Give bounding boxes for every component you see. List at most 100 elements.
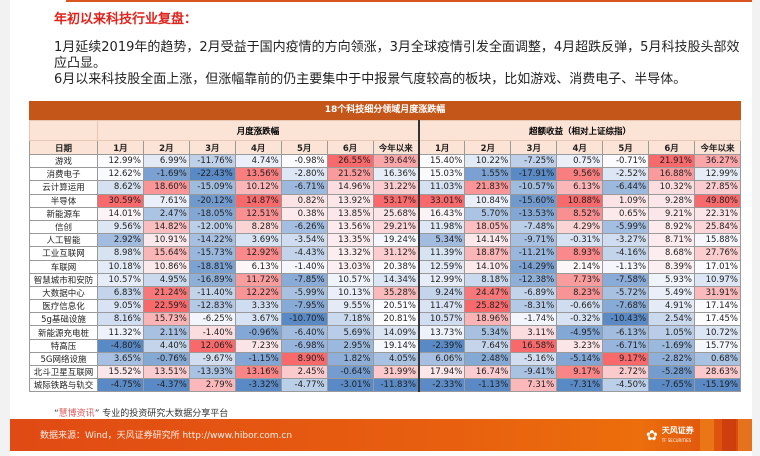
value-cell: 6.13%	[556, 180, 604, 195]
sector-name: 智慧城市和安防	[29, 272, 98, 287]
value-cell: 10.97%	[693, 272, 742, 287]
value-cell: -12.00%	[188, 219, 236, 235]
value-cell: 12.99%	[693, 167, 742, 182]
value-cell: 28.63%	[693, 364, 742, 380]
value-cell: -4.95%	[556, 325, 604, 340]
value-cell: -4.50%	[602, 378, 650, 393]
value-cell: 16.58%	[510, 338, 558, 353]
value-cell: -11.40%	[188, 285, 236, 301]
column-header: 2月	[464, 140, 512, 155]
column-header: 2月	[142, 140, 190, 155]
value-cell: 25.84%	[693, 219, 742, 235]
table-row: 大数据中心 6.83% 21.24% -11.40% 12.22% -5.99% 10.13…	[29, 285, 742, 301]
value-cell: 6.83%	[97, 285, 144, 301]
value-cell: 7.64%	[464, 338, 512, 353]
sector-name: 特高压	[29, 338, 98, 353]
slide: 年初以来科技行业复盘： 1月延续2019年的趋势，2月受益于国内疫情的方向领涨，…	[10, 0, 752, 456]
value-cell: -9.41%	[510, 364, 558, 380]
value-cell: 12.62%	[97, 167, 144, 182]
value-cell: -5.14%	[556, 351, 604, 367]
value-cell: -4.16%	[602, 246, 650, 261]
sector-name: 城际铁路与轨交	[29, 378, 98, 393]
column-header-date: 日期	[29, 140, 98, 155]
value-cell: 3.67%	[234, 312, 282, 327]
value-cell: -11.83%	[372, 378, 420, 393]
value-cell: 53.17%	[372, 193, 420, 208]
value-cell: -4.77%	[280, 378, 328, 393]
value-cell: 11.39%	[417, 246, 466, 261]
value-cell: 13.85%	[326, 206, 374, 221]
value-cell: -2.33%	[417, 378, 466, 393]
value-cell: -2.39%	[417, 338, 466, 353]
value-cell: -18.05%	[188, 206, 236, 221]
sector-name: 新能源充电桩	[29, 325, 98, 340]
value-cell: -5.28%	[648, 364, 695, 380]
value-cell: 15.77%	[693, 338, 742, 353]
value-cell: 15.64%	[142, 246, 190, 261]
value-cell: 2.72%	[602, 364, 650, 380]
value-cell: 31.91%	[693, 285, 742, 301]
value-cell: 13.56%	[326, 219, 374, 235]
value-cell: -1.15%	[234, 351, 282, 367]
value-cell: 5.70%	[464, 206, 512, 221]
value-cell: -0.76%	[142, 351, 190, 367]
value-cell: -13.93%	[188, 364, 236, 380]
value-cell: -3.27%	[602, 233, 650, 248]
value-cell: 13.56%	[234, 167, 282, 182]
value-cell: 14.14%	[464, 233, 512, 248]
table-row: 人工智能 2.92% 10.91% -14.22% 3.69% -3.54% 13.35% 1…	[29, 233, 742, 248]
sector-name: 北斗卫星互联网	[29, 364, 98, 380]
value-cell: -11.76%	[188, 153, 236, 169]
table-row: 车联网 10.18% 10.86% -18.81% 6.13% -1.40% 13.03% 2…	[29, 259, 742, 274]
logo-name: 天风证券	[661, 426, 694, 435]
value-cell: 25.68%	[372, 206, 420, 221]
value-cell: -6.13%	[602, 325, 650, 340]
value-cell: -6.89%	[510, 285, 558, 301]
value-cell: 12.51%	[234, 206, 282, 221]
value-cell: 5.34%	[464, 325, 512, 340]
value-cell: 13.51%	[142, 364, 190, 380]
value-cell: 25.82%	[464, 299, 512, 314]
value-cell: 12.22%	[234, 285, 282, 301]
value-cell: 5.69%	[326, 325, 374, 340]
sector-name: 云计算运用	[29, 180, 98, 195]
sector-name: 5G网络设施	[29, 351, 98, 367]
value-cell: -5.16%	[510, 351, 558, 367]
sector-name: 车联网	[29, 259, 98, 274]
value-cell: -5.99%	[280, 285, 328, 301]
table-row: 医疗信息化 9.05% 22.59% -12.83% 3.33% -7.95% 9.55% 2…	[29, 299, 742, 314]
value-cell: 21.91%	[648, 153, 695, 169]
value-cell: 49.80%	[693, 193, 742, 208]
value-cell: 18.60%	[142, 180, 190, 195]
value-cell: 8.39%	[648, 259, 695, 274]
value-cell: -5.99%	[602, 219, 650, 235]
value-cell: 2.79%	[188, 378, 236, 393]
value-cell: -6.98%	[280, 338, 328, 353]
value-cell: -18.81%	[188, 259, 236, 274]
group-header-monthly: 月度涨跌幅	[96, 120, 420, 141]
value-cell: -4.43%	[280, 246, 328, 261]
value-cell: 18.05%	[464, 219, 512, 235]
value-cell: -7.58%	[602, 272, 650, 287]
value-cell: -4.75%	[97, 378, 144, 393]
value-cell: -9.71%	[510, 233, 558, 248]
value-cell: 0.65%	[602, 206, 650, 221]
value-cell: 2.11%	[142, 325, 190, 340]
value-cell: -5.72%	[602, 285, 650, 301]
value-cell: 8.28%	[234, 219, 282, 235]
value-cell: -2.82%	[648, 351, 695, 367]
value-cell: 15.40%	[417, 153, 466, 169]
column-header: 1月	[97, 140, 144, 155]
table-row: 工业互联网 8.98% 15.64% -15.73% 12.92% -4.43% 13.32…	[29, 246, 742, 261]
value-cell: -0.64%	[326, 364, 374, 380]
value-cell: 10.12%	[234, 180, 282, 195]
value-cell: -10.43%	[602, 312, 650, 327]
value-cell: 14.09%	[372, 325, 420, 340]
data-table: 月度涨跌幅 超额收益（相对上证综指） 日期 1月 2月 3月 4月 5月 6月 今年以来 1月…	[29, 120, 742, 393]
value-cell: -12.38%	[510, 272, 558, 287]
value-cell: 16.43%	[417, 206, 466, 221]
value-cell: 8.52%	[556, 206, 604, 221]
value-cell: 13.16%	[234, 364, 282, 380]
value-cell: 7.18%	[326, 312, 374, 327]
value-cell: 8.71%	[648, 233, 695, 248]
